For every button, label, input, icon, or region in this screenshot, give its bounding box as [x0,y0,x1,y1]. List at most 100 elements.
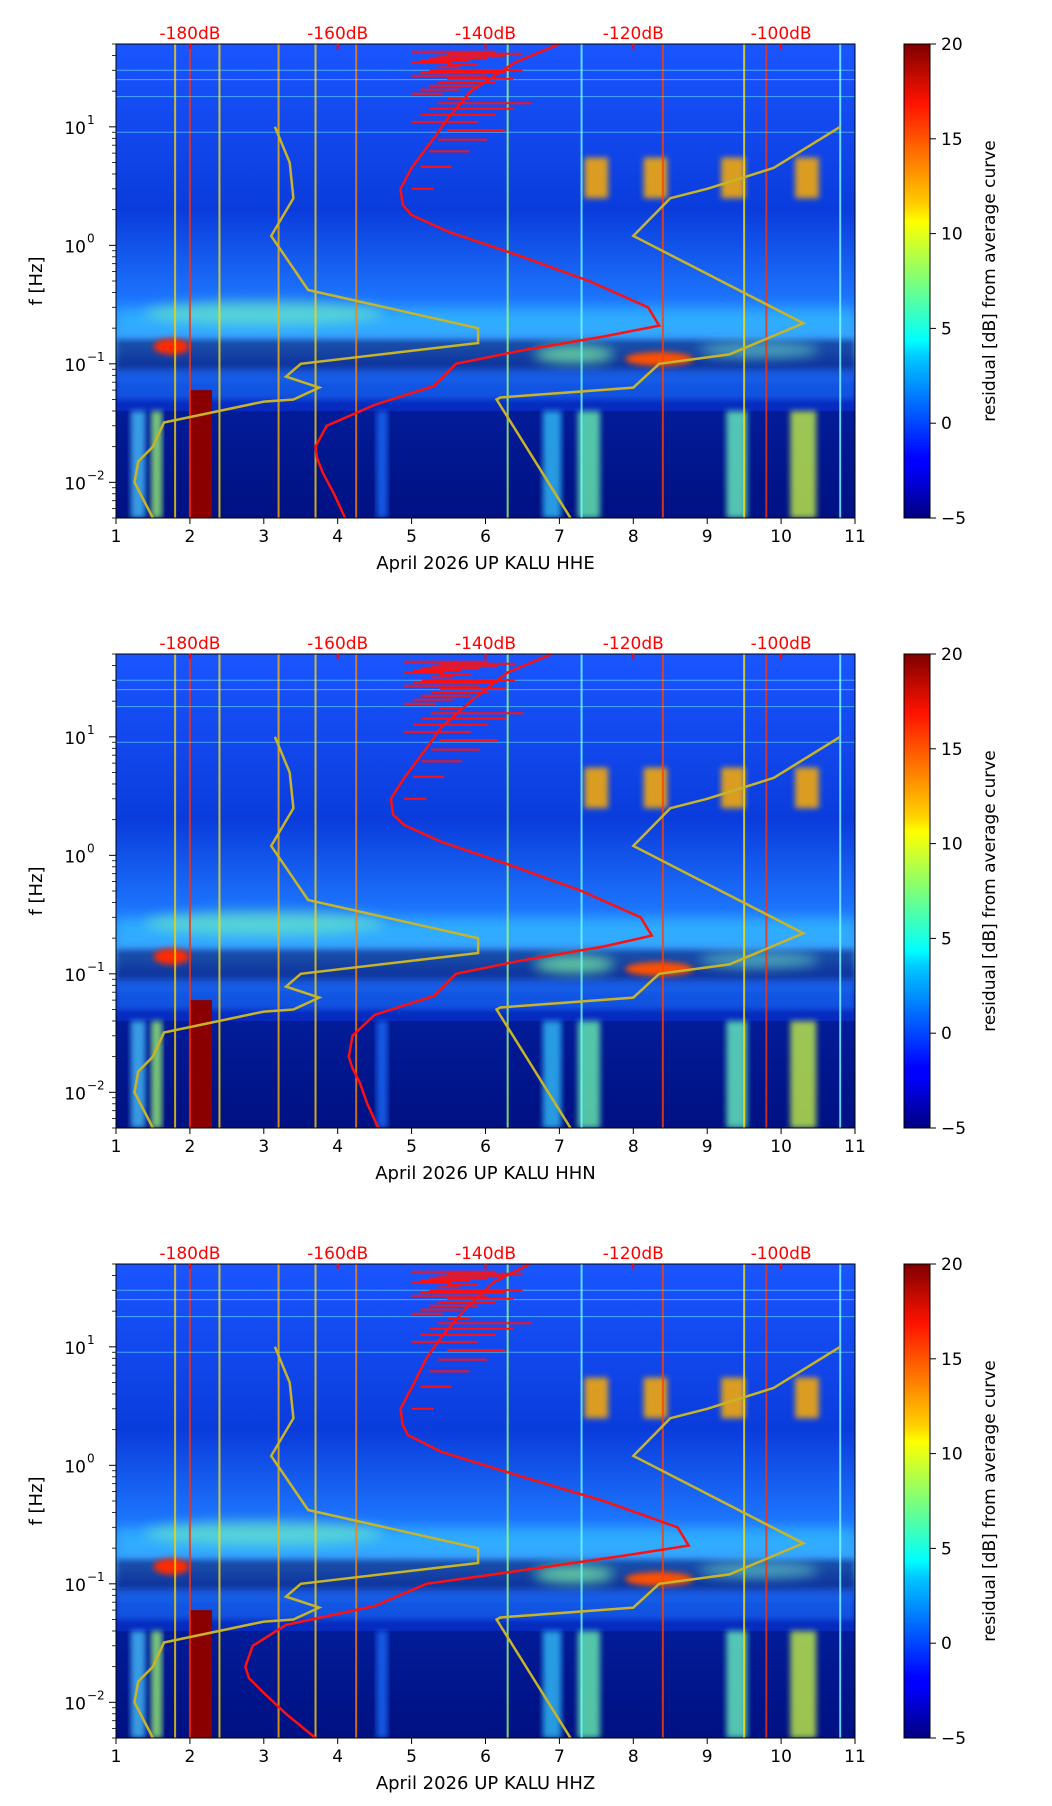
colorbar-tick-label: 20 [941,1255,963,1275]
colorbar-label: residual [dB] from average curve [980,1360,1000,1641]
y-axis-label: f [Hz] [26,256,47,305]
event-column [189,1610,213,1738]
colorbar-tick-label: 15 [941,1350,963,1370]
hf-event [584,157,609,199]
y-tick-label: 10 [64,1457,86,1477]
event-column [542,410,562,518]
x-tick-label: 7 [554,1137,565,1157]
event-column [542,1020,562,1128]
x-tick-label: 10 [770,527,792,547]
y-tick-label: 10 [64,474,86,494]
event-column [151,410,163,518]
y-tick-exponent: 1 [87,1333,95,1347]
y-tick-exponent: 0 [87,1451,95,1465]
hf-event [795,767,819,809]
x-axis-label: April 2026 UP KALU HHE [376,553,594,574]
colorbar: −5 0 5 10 15 20 residual [dB] from average cur… [903,645,1000,1139]
x-tick-label: 9 [702,1747,713,1767]
colorbar-label: residual [dB] from average curve [980,140,1000,421]
event-column [151,1020,163,1128]
x-tick-label: 8 [628,527,639,547]
x-tick-label: 6 [480,1747,491,1767]
median-psd-curve [243,1264,691,1738]
colorbar-gradient [903,653,931,1129]
x-tick-label: 6 [480,527,491,547]
y-tick-label: 10 [64,1339,86,1359]
colorbar-tick-label: −5 [941,1729,966,1749]
colorbar-tick-label: 15 [941,130,963,150]
event-column [726,1020,748,1128]
secondary-band [116,375,855,400]
hotspot [153,948,190,965]
y-tick-exponent: −1 [87,350,105,364]
x-tick-label: 8 [628,1137,639,1157]
event-column [790,1020,817,1128]
x-tick-label: 5 [406,527,417,547]
x-tick-label: 2 [184,527,195,547]
x-tick-label: 1 [111,1137,122,1157]
db-scale-label: -100dB [751,634,812,654]
hotspot [143,300,384,325]
y-tick-label: 10 [64,119,86,139]
colorbar-tick-label: 15 [941,740,963,760]
db-scale-label: -160dB [307,634,368,654]
y-tick-label: 10 [64,1084,86,1104]
colorbar-tick-label: 5 [941,929,952,949]
x-tick-label: 11 [844,1747,866,1767]
hotspot [153,1558,190,1575]
x-axis-label: April 2026 UP KALU HHN [375,1163,596,1184]
colorbar: −5 0 5 10 15 20 residual [dB] from average cur… [903,35,1000,529]
median-psd-curve [347,654,654,1128]
colorbar-tick-label: 0 [941,1634,952,1654]
x-tick-label: 4 [332,527,343,547]
hotspot [153,338,190,355]
colorbar-tick-label: 20 [941,645,963,665]
colorbar-tick-label: 5 [941,319,952,339]
y-tick-exponent: −2 [87,1688,105,1702]
y-tick-label: 10 [64,237,86,257]
x-tick-label: 8 [628,1747,639,1767]
x-tick-label: 9 [702,527,713,547]
y-tick-exponent: −1 [87,1570,105,1584]
event-column [726,1630,748,1738]
x-tick-label: 9 [702,1137,713,1157]
hotspot [534,345,615,364]
low-noise-model-curve [133,126,480,518]
colorbar-gradient [903,43,931,519]
hf-event [643,157,668,199]
x-tick-label: 3 [258,1747,269,1767]
event-column [189,1000,213,1128]
event-column [577,1020,601,1128]
db-scale-label: -160dB [307,1244,368,1264]
y-axis-label: f [Hz] [26,866,47,915]
x-tick-label: 4 [332,1747,343,1767]
plot-area [116,44,855,518]
x-tick-label: 1 [111,527,122,547]
x-axis-label: April 2026 UP KALU HHZ [376,1773,595,1794]
event-column [790,410,817,518]
event-column [577,410,601,518]
hf-event [643,1377,668,1419]
colorbar-tick-label: 0 [941,414,952,434]
db-scale-label: -100dB [751,24,812,44]
high-noise-model-curve [494,735,841,1128]
colorbar-tick-label: 20 [941,35,963,55]
colorbar-tick-label: −5 [941,509,966,529]
plot-area [116,1264,855,1738]
event-column [790,1630,817,1738]
db-scale-label: -120dB [603,1244,664,1264]
y-tick-exponent: −2 [87,468,105,482]
colorbar: −5 0 5 10 15 20 residual [dB] from average cur… [903,1255,1000,1749]
x-tick-label: 4 [332,1137,343,1157]
hf-event [584,1377,609,1419]
hotspot [534,1565,615,1584]
colorbar-tick-label: −5 [941,1119,966,1139]
hf-event [584,767,609,809]
x-tick-label: 10 [770,1137,792,1157]
x-tick-label: 7 [554,1747,565,1767]
db-scale-label: -100dB [751,1244,812,1264]
event-column [542,1630,562,1738]
y-tick-label: 10 [64,729,86,749]
colorbar-tick-label: 10 [941,1445,963,1465]
